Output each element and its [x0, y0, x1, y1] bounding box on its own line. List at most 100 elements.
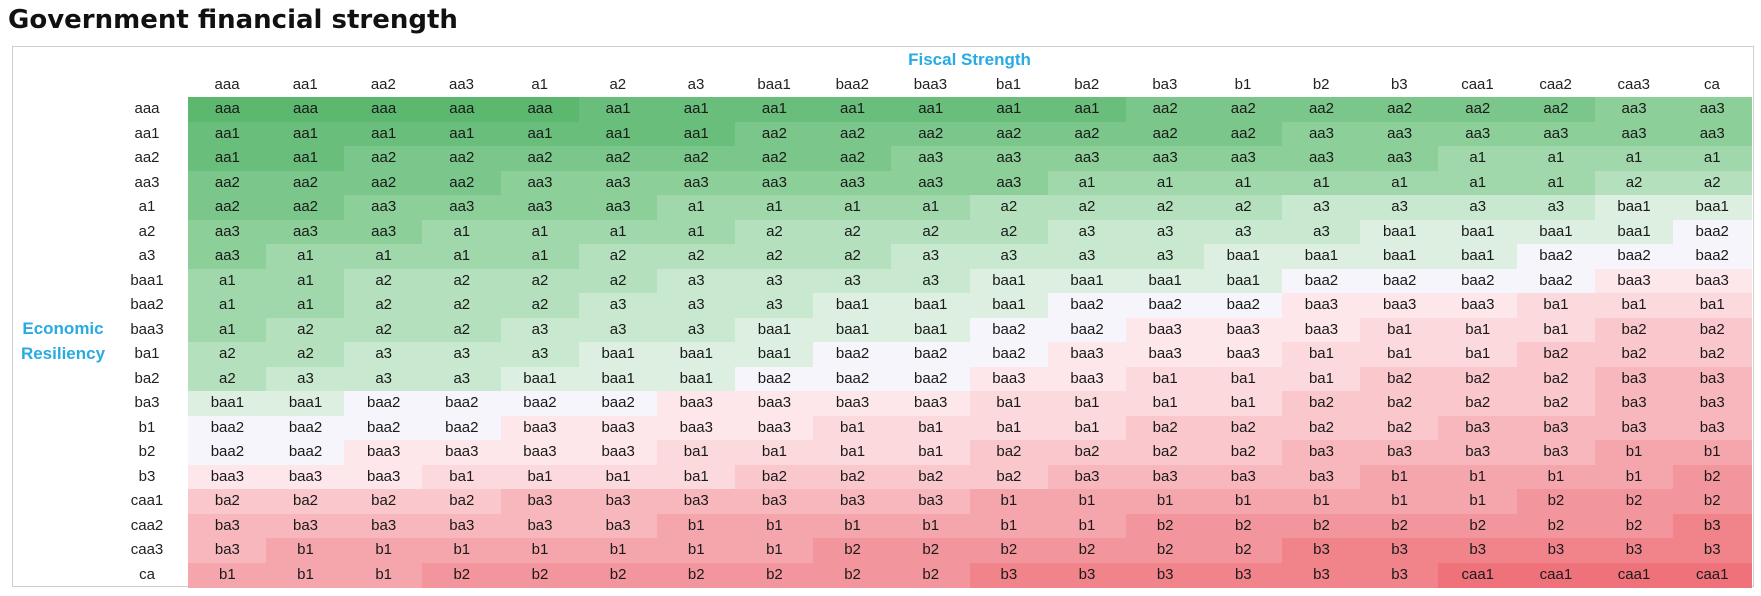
heatmap-cell: ba3: [1672, 415, 1752, 441]
heatmap-cell: ba3: [1516, 415, 1596, 441]
column-header-ca: ca: [1703, 76, 1720, 93]
heatmap-cell: aa3: [1360, 121, 1439, 147]
heatmap-cell: ba1: [1672, 293, 1752, 319]
row-header-ba2: ba2: [134, 369, 160, 387]
heatmap-cell: baa2: [266, 415, 345, 441]
heatmap-cell: caa1: [1672, 562, 1752, 588]
heatmap-cell: baa2: [422, 415, 502, 441]
heatmap-cell: b1: [969, 513, 1049, 539]
heatmap-cell: aa3: [969, 170, 1049, 196]
heatmap-cell: b2: [422, 562, 502, 588]
heatmap-cell: aa2: [735, 146, 814, 172]
heatmap-cell: b1: [344, 562, 424, 588]
heatmap-cell: aa2: [188, 170, 267, 196]
heatmap-cell: baa1: [1438, 219, 1518, 245]
column-header-a2: a2: [609, 76, 627, 93]
heatmap-cell: b1: [1516, 464, 1596, 490]
heatmap-cell: a1: [500, 244, 580, 270]
heatmap-cell: aa2: [344, 146, 424, 172]
heatmap-cell: baa1: [578, 366, 658, 392]
heatmap-cell: b1: [735, 538, 814, 564]
heatmap-cell: ba1: [891, 415, 971, 441]
heatmap-cell: b2: [1594, 513, 1674, 539]
heatmap-cell: ba3: [1594, 366, 1674, 392]
heatmap-cell: aa2: [1047, 121, 1127, 147]
heatmap-cell: a3: [1047, 244, 1127, 270]
heatmap-cell: a2: [735, 244, 814, 270]
heatmap-cell: a3: [344, 366, 424, 392]
heatmap-cell: b1: [656, 513, 736, 539]
heatmap-cell: ba1: [1047, 415, 1127, 441]
heatmap-cell: ba1: [1125, 391, 1205, 417]
heatmap-cell: ba1: [422, 464, 502, 490]
heatmap-cell: baa2: [891, 366, 971, 392]
heatmap-cell: baa3: [1594, 268, 1674, 294]
heatmap-cell: baa3: [1047, 366, 1127, 392]
heatmap-cell: a1: [891, 195, 971, 221]
heatmap-cell: ba1: [969, 415, 1049, 441]
heatmap-cell: aa1: [500, 121, 580, 147]
heatmap-cell: ba3: [1672, 391, 1752, 417]
heatmap-cell: a2: [1047, 195, 1127, 221]
heatmap-cell: aaa: [344, 97, 424, 123]
heatmap-cell: baa3: [1672, 268, 1752, 294]
heatmap-cell: a1: [1360, 170, 1439, 196]
heatmap-cell: ba1: [1360, 317, 1439, 343]
heatmap-cell: b3: [1282, 562, 1361, 588]
heatmap-cell: aa3: [1594, 121, 1674, 147]
heatmap-cell: a2: [1203, 195, 1283, 221]
heatmap-cell: baa1: [1125, 268, 1205, 294]
heatmap-cell: aa2: [1438, 97, 1518, 123]
heatmap-cell: a3: [500, 317, 580, 343]
heatmap-cell: a1: [578, 219, 658, 245]
row-header-baa3: baa3: [130, 320, 164, 338]
heatmap-cell: ba2: [891, 464, 971, 490]
heatmap-cell: b3: [1594, 538, 1674, 564]
heatmap-cell: a2: [969, 195, 1049, 221]
heatmap-cell: b1: [1047, 513, 1127, 539]
heatmap-cell: a3: [578, 317, 658, 343]
heatmap-cell: baa3: [1203, 317, 1283, 343]
heatmap-cell: aa1: [891, 97, 971, 123]
heatmap-cell: aa2: [656, 146, 736, 172]
row-header-caa2: caa2: [130, 516, 164, 534]
heatmap-cell: baa2: [1438, 268, 1518, 294]
heatmap-cell: baa1: [1672, 195, 1752, 221]
heatmap-cell: aa1: [969, 97, 1049, 123]
heatmap-cell: a3: [1516, 195, 1596, 221]
heatmap-cell: ba1: [1282, 342, 1361, 368]
heatmap-cell: a3: [813, 268, 892, 294]
heatmap-cell: ba2: [1360, 415, 1439, 441]
heatmap-cell: b2: [1125, 538, 1205, 564]
heatmap-cell: aa2: [1516, 97, 1596, 123]
heatmap-cell: a2: [891, 219, 971, 245]
heatmap-cell: aa2: [1360, 97, 1439, 123]
heatmap-cell: ba2: [266, 489, 345, 515]
heatmap-cell: baa3: [578, 415, 658, 441]
heatmap-cell: baa2: [188, 415, 267, 441]
heatmap-cell: ba2: [344, 489, 424, 515]
heatmap-cell: ba3: [1203, 464, 1283, 490]
heatmap-cell: aa3: [1203, 146, 1283, 172]
heatmap-cell: baa3: [735, 391, 814, 417]
heatmap-cell: a1: [1516, 170, 1596, 196]
column-header-aa3: aa3: [448, 76, 475, 93]
heatmap-cell: ba1: [1438, 342, 1518, 368]
heatmap-cell: a1: [188, 317, 267, 343]
heatmap-cell: aa2: [735, 121, 814, 147]
column-header-baa2: baa2: [835, 76, 869, 93]
heatmap-cell: b1: [813, 513, 892, 539]
heatmap-cell: a3: [1438, 195, 1518, 221]
heatmap-cell: baa1: [1516, 219, 1596, 245]
heatmap-cell: aa3: [891, 146, 971, 172]
heatmap-cell: aa3: [500, 195, 580, 221]
heatmap-cell: baa2: [500, 391, 580, 417]
heatmap-cell: ba3: [1282, 464, 1361, 490]
heatmap-cell: ba2: [1360, 366, 1439, 392]
heatmap-cell: ba1: [656, 464, 736, 490]
heatmap-cell: a2: [656, 244, 736, 270]
heatmap-cell: aa2: [266, 170, 345, 196]
heatmap-cell: baa2: [1516, 268, 1596, 294]
heatmap-cell: b3: [969, 562, 1049, 588]
heatmap-cell: baa3: [422, 440, 502, 466]
